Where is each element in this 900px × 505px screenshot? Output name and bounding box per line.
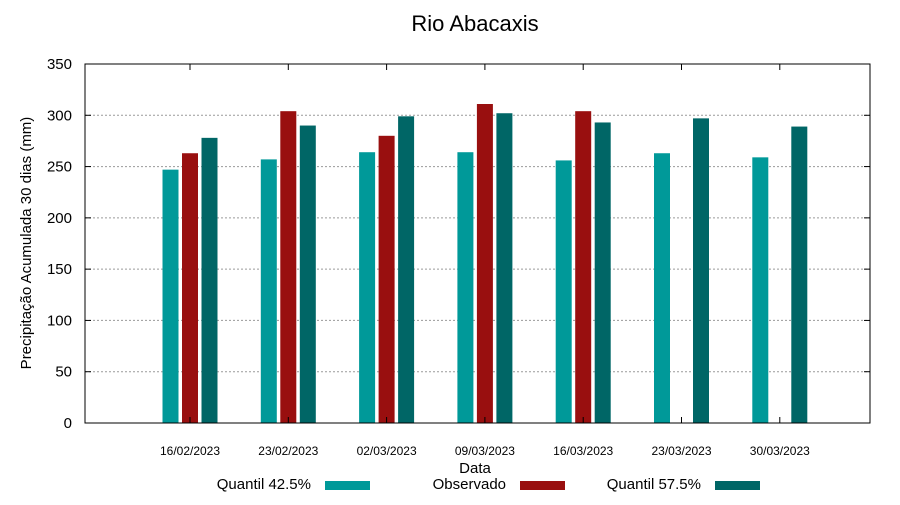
x-tick-label: 09/03/2023: [455, 444, 515, 458]
bar-quantil-42-5--0: [162, 169, 179, 423]
bar-observado-1: [280, 111, 297, 423]
legend-swatch: [520, 481, 565, 490]
x-tick-label: 23/03/2023: [651, 444, 711, 458]
y-tick-label: 0: [64, 415, 72, 432]
bar-quantil-57-5--3: [496, 113, 513, 423]
x-tick-label: 23/02/2023: [258, 444, 318, 458]
bar-quantil-42-5--1: [260, 159, 277, 424]
bar-quantil-57-5--2: [398, 116, 415, 423]
legend: Quantil 42.5% Observado Quantil 57.5%: [217, 476, 760, 493]
y-tick-label: 150: [47, 261, 72, 278]
bars: [162, 104, 808, 424]
x-axis-title: Data: [459, 460, 491, 477]
y-axis-ticks: 0 50 100 150 200 250 300 350: [47, 56, 870, 432]
bar-quantil-57-5--5: [693, 118, 709, 423]
bar-quantil-57-5--4: [594, 122, 611, 424]
y-tick-label: 350: [47, 56, 72, 73]
bar-quantil-42-5--6: [752, 157, 769, 423]
legend-label: Quantil 57.5%: [607, 476, 701, 493]
x-tick-label: 02/03/2023: [357, 444, 417, 458]
bar-quantil-42-5--5: [654, 153, 670, 424]
bar-quantil-57-5--0: [201, 137, 218, 423]
bar-observado-4: [575, 111, 592, 423]
y-tick-label: 300: [47, 107, 72, 124]
y-tick-label: 200: [47, 210, 72, 227]
legend-label: Quantil 42.5%: [217, 476, 311, 493]
legend-swatch: [325, 481, 370, 490]
bar-quantil-42-5--4: [555, 160, 572, 423]
bar-quantil-42-5--2: [359, 152, 376, 423]
bar-quantil-57-5--1: [299, 125, 316, 424]
y-tick-label: 250: [47, 159, 72, 176]
x-tick-label: 30/03/2023: [750, 444, 810, 458]
bar-observado-2: [378, 135, 395, 424]
bar-quantil-57-5--6: [791, 126, 808, 423]
bar-quantil-42-5--3: [457, 152, 474, 423]
x-axis-ticks: 16/02/2023 23/02/2023 02/03/2023 09/03/2023…: [160, 64, 810, 458]
bar-observado-3: [476, 104, 493, 423]
y-axis-title: Precipitação Acumulada 30 dias (mm): [18, 117, 35, 370]
legend-label: Observado: [433, 476, 506, 493]
y-tick-label: 100: [47, 312, 72, 329]
y-tick-label: 50: [55, 364, 72, 381]
x-tick-label: 16/02/2023: [160, 444, 220, 458]
x-tick-label: 16/03/2023: [553, 444, 613, 458]
bar-observado-0: [182, 153, 198, 424]
plot-frame: [84, 63, 871, 424]
legend-swatch: [715, 481, 760, 490]
chart-title: Rio Abacaxis: [411, 11, 538, 36]
